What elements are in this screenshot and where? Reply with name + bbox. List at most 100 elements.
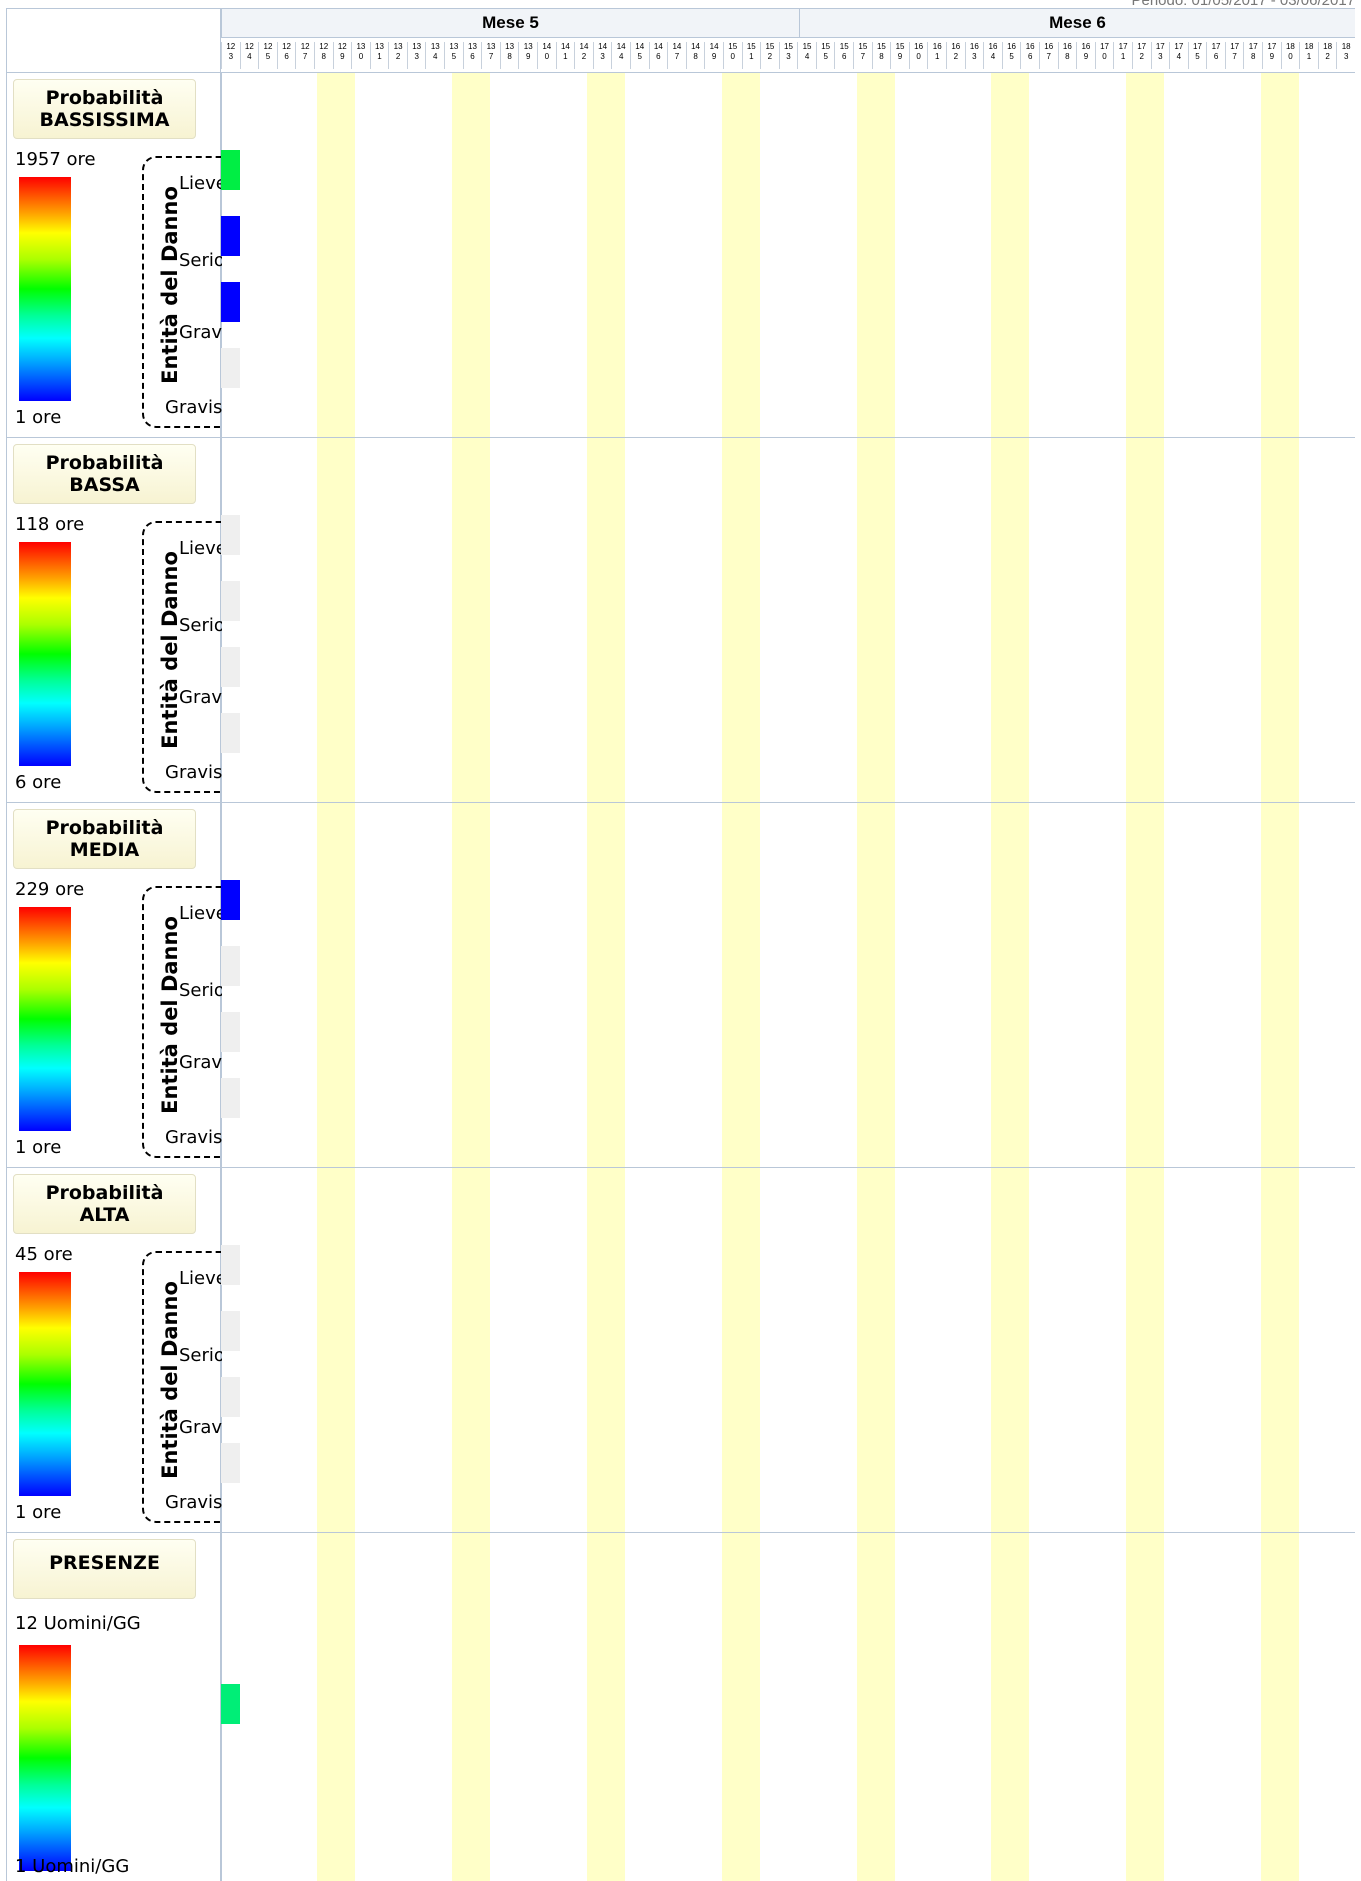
heat-cell-lieve[interactable] [221,515,240,555]
day-number-units: 5 [823,52,828,61]
day-number-tens: 12 [319,42,329,51]
heat-cell-grave[interactable] [221,647,240,687]
heat-cell-lieve[interactable] [221,880,240,920]
day-number-units: 8 [693,52,698,61]
heat-cell-gravissimo[interactable] [221,1078,240,1118]
day-header-row: 12 3 12 4 12 5 12 6 12 7 12 8 12 9 13 0 13 1 13 2 13 3 13 4 13 5 1… [221,38,1355,73]
day-number-tens: 18 [1341,42,1351,51]
section-probabilita-alta: Probabilità ALTA 45 ore 1 ore Entità del… [6,1168,1355,1533]
scale-max-label: 118 ore [15,514,85,535]
heat-cell-lieve[interactable] [221,150,240,190]
heat-cell-serio[interactable] [221,581,240,621]
scale-min-label: 1 Uomini/GG [15,1856,130,1877]
heat-cell-serio[interactable] [221,1311,240,1351]
heat-cell-lieve[interactable] [221,1245,240,1285]
day-number-units: 3 [414,52,419,61]
day-header-cell: 13 0 [351,42,370,69]
section-presenze: PRESENZE 12 Uomini/GG 1 Uomini/GG [6,1533,1355,1881]
day-number-units: 3 [1158,52,1163,61]
day-header-cell: 17 0 [1094,42,1114,69]
severity-label-grave: Grave [179,1417,222,1438]
day-number-units: 6 [470,52,475,61]
day-header-cell: 15 7 [853,42,872,69]
weekend-stripe [857,73,895,1881]
day-header-cell: 14 5 [629,42,649,69]
day-header-cell: 12 5 [258,42,277,69]
severity-label-lieve: Lieve [179,1268,222,1289]
day-number-tens: 17 [1211,42,1221,51]
day-header-cell: 12 4 [239,42,259,69]
severity-brace [142,1251,222,1523]
day-number-units: 6 [1027,52,1033,61]
day-number-tens: 15 [802,42,812,51]
heat-cell-serio[interactable] [221,216,240,256]
day-number-tens: 14 [579,42,589,51]
day-header-cell: 15 2 [760,42,779,69]
weekend-stripe [452,73,490,1881]
section-title: Probabilità ALTA [13,1174,196,1234]
day-header-cell: 16 5 [1001,42,1021,69]
day-header-cell: 13 9 [518,42,537,69]
heat-cell-gravissimo[interactable] [221,348,240,388]
day-number-units: 4 [433,52,438,61]
day-number-units: 5 [1195,52,1200,61]
day-header-cell: 12 8 [313,42,333,69]
day-number-tens: 12 [300,42,310,51]
day-number-units: 0 [1102,52,1107,61]
day-number-units: 0 [1288,52,1293,61]
day-number-tens: 14 [653,42,663,51]
heat-cell-gravissimo[interactable] [221,713,240,753]
day-number-units: 4 [618,52,624,61]
severity-label-grave: Grave [179,687,222,708]
month-header: Mese 6 [799,9,1355,37]
heat-cell-gravissimo[interactable] [221,1443,240,1483]
day-number-units: 7 [674,52,680,61]
heat-cell-grave[interactable] [221,282,240,322]
severity-label-serio: Serio [179,615,222,636]
day-number-tens: 13 [430,42,440,51]
day-number-tens: 14 [635,42,645,51]
day-header-cell: 14 6 [648,42,668,69]
day-number-tens: 15 [728,42,738,51]
section-title-line1: Probabilità [45,452,164,474]
day-header-cell: 15 5 [815,42,835,69]
heat-cell-grave[interactable] [221,1012,240,1052]
day-number-units: 1 [563,52,568,61]
day-number-tens: 13 [412,42,422,51]
color-scale-bar [19,907,71,1131]
day-number-tens: 17 [1174,42,1184,51]
day-number-units: 5 [451,52,457,61]
day-number-units: 4 [804,52,810,61]
day-header-cell: 17 1 [1113,42,1132,69]
day-number-units: 3 [786,52,791,61]
day-number-units: 7 [488,52,494,61]
day-header-cell: 16 7 [1038,42,1058,69]
color-scale-bar [19,1272,71,1496]
severity-brace [142,156,222,428]
calendar-grid [221,73,1355,1881]
day-header-cell: 17 5 [1187,42,1207,69]
day-header-cell: 17 3 [1150,42,1170,69]
color-scale-bar [19,177,71,401]
day-number-tens: 15 [876,42,886,51]
day-number-tens: 13 [449,42,459,51]
day-header-cell: 13 5 [444,42,463,69]
weekend-stripe [317,73,355,1881]
day-header-cell: 17 2 [1131,42,1151,69]
severity-axis-title: Entità del Danno [158,547,182,753]
heat-cell-grave[interactable] [221,1377,240,1417]
heat-cell-serio[interactable] [221,946,240,986]
severity-label-lieve: Lieve [179,173,222,194]
day-number-tens: 17 [1267,42,1277,51]
day-number-tens: 18 [1285,42,1295,51]
color-scale-bar [19,1645,71,1871]
day-number-tens: 13 [375,42,384,51]
presenze-cell[interactable] [221,1684,240,1724]
day-number-units: 3 [228,52,234,61]
day-number-tens: 14 [709,42,719,51]
day-number-tens: 14 [598,42,608,51]
day-number-units: 6 [656,52,661,61]
day-number-units: 0 [916,52,921,61]
severity-label-lieve: Lieve [179,903,222,924]
day-number-units: 9 [1083,52,1089,61]
